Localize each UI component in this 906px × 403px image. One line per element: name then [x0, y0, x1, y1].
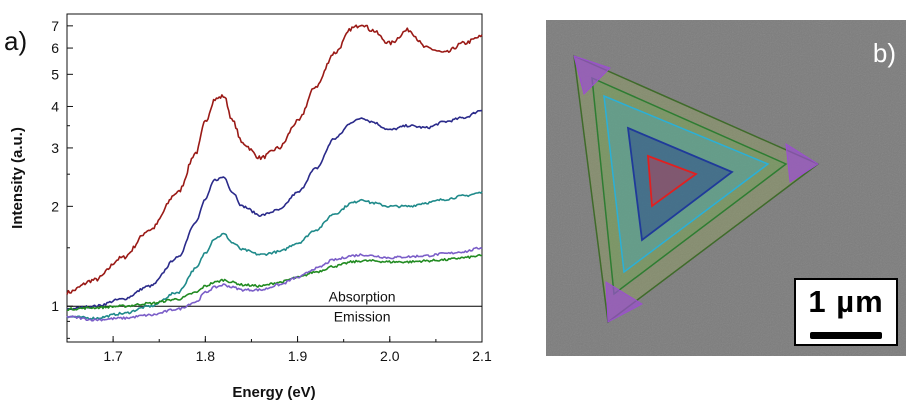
- y-tick-label: 5: [51, 66, 59, 82]
- spectrum-chart: 1.7 1.8 1.9 2.0 2.1 1 2 3 4 5 6 7 Absorption Emiss…: [9, 13, 492, 401]
- y-tick-label: 7: [51, 18, 59, 34]
- panel-b-label: b): [872, 38, 896, 68]
- plot-frame: [66, 13, 483, 343]
- corner-marker-right: [785, 143, 819, 183]
- corner-marker-top: [573, 55, 611, 95]
- series-line-0: [66, 24, 483, 295]
- series-group: [66, 24, 483, 322]
- y-tick-label: 4: [51, 98, 59, 114]
- y-tick-label: 1: [51, 298, 59, 314]
- shell-blue: [626, 126, 734, 242]
- series-line-4: [66, 246, 483, 322]
- outer-triangle: [573, 54, 820, 324]
- scale-bar-box: 1 µm: [794, 278, 898, 346]
- scale-bar: [810, 332, 882, 339]
- x-axis: 1.7 1.8 1.9 2.0 2.1: [66, 336, 492, 364]
- scale-bar-label: 1 µm: [808, 284, 884, 319]
- series-line-1: [66, 109, 483, 311]
- series-line-2: [66, 191, 483, 321]
- shell-red: [646, 154, 698, 208]
- annotation-absorption: Absorption: [329, 288, 396, 304]
- shell-cyan: [603, 94, 770, 274]
- y-tick-label: 3: [51, 140, 59, 156]
- x-tick-label: 1.8: [196, 348, 216, 364]
- x-tick-label: 1.9: [288, 348, 308, 364]
- sem-image-panel: b) 1 µm: [546, 20, 906, 356]
- shell-green: [591, 76, 788, 296]
- x-tick-label: 2.1: [472, 348, 492, 364]
- plot-area: 1.7 1.8 1.9 2.0 2.1 1 2 3 4 5 6 7 Absorption Emiss…: [9, 13, 492, 401]
- annotation-emission: Emission: [334, 309, 391, 325]
- series-line-3: [67, 253, 482, 312]
- x-axis-title: Energy (eV): [232, 384, 315, 401]
- corner-marker-bottom: [605, 281, 644, 323]
- x-tick-label: 1.7: [103, 348, 123, 364]
- y-axis: 1 2 3 4 5 6 7: [51, 18, 73, 339]
- panel-a-label: a): [4, 26, 28, 56]
- y-tick-label: 6: [51, 40, 59, 56]
- x-tick-label: 2.0: [380, 348, 400, 364]
- y-tick-label: 2: [51, 198, 59, 214]
- y-axis-title: Intensity (a.u.): [9, 127, 26, 229]
